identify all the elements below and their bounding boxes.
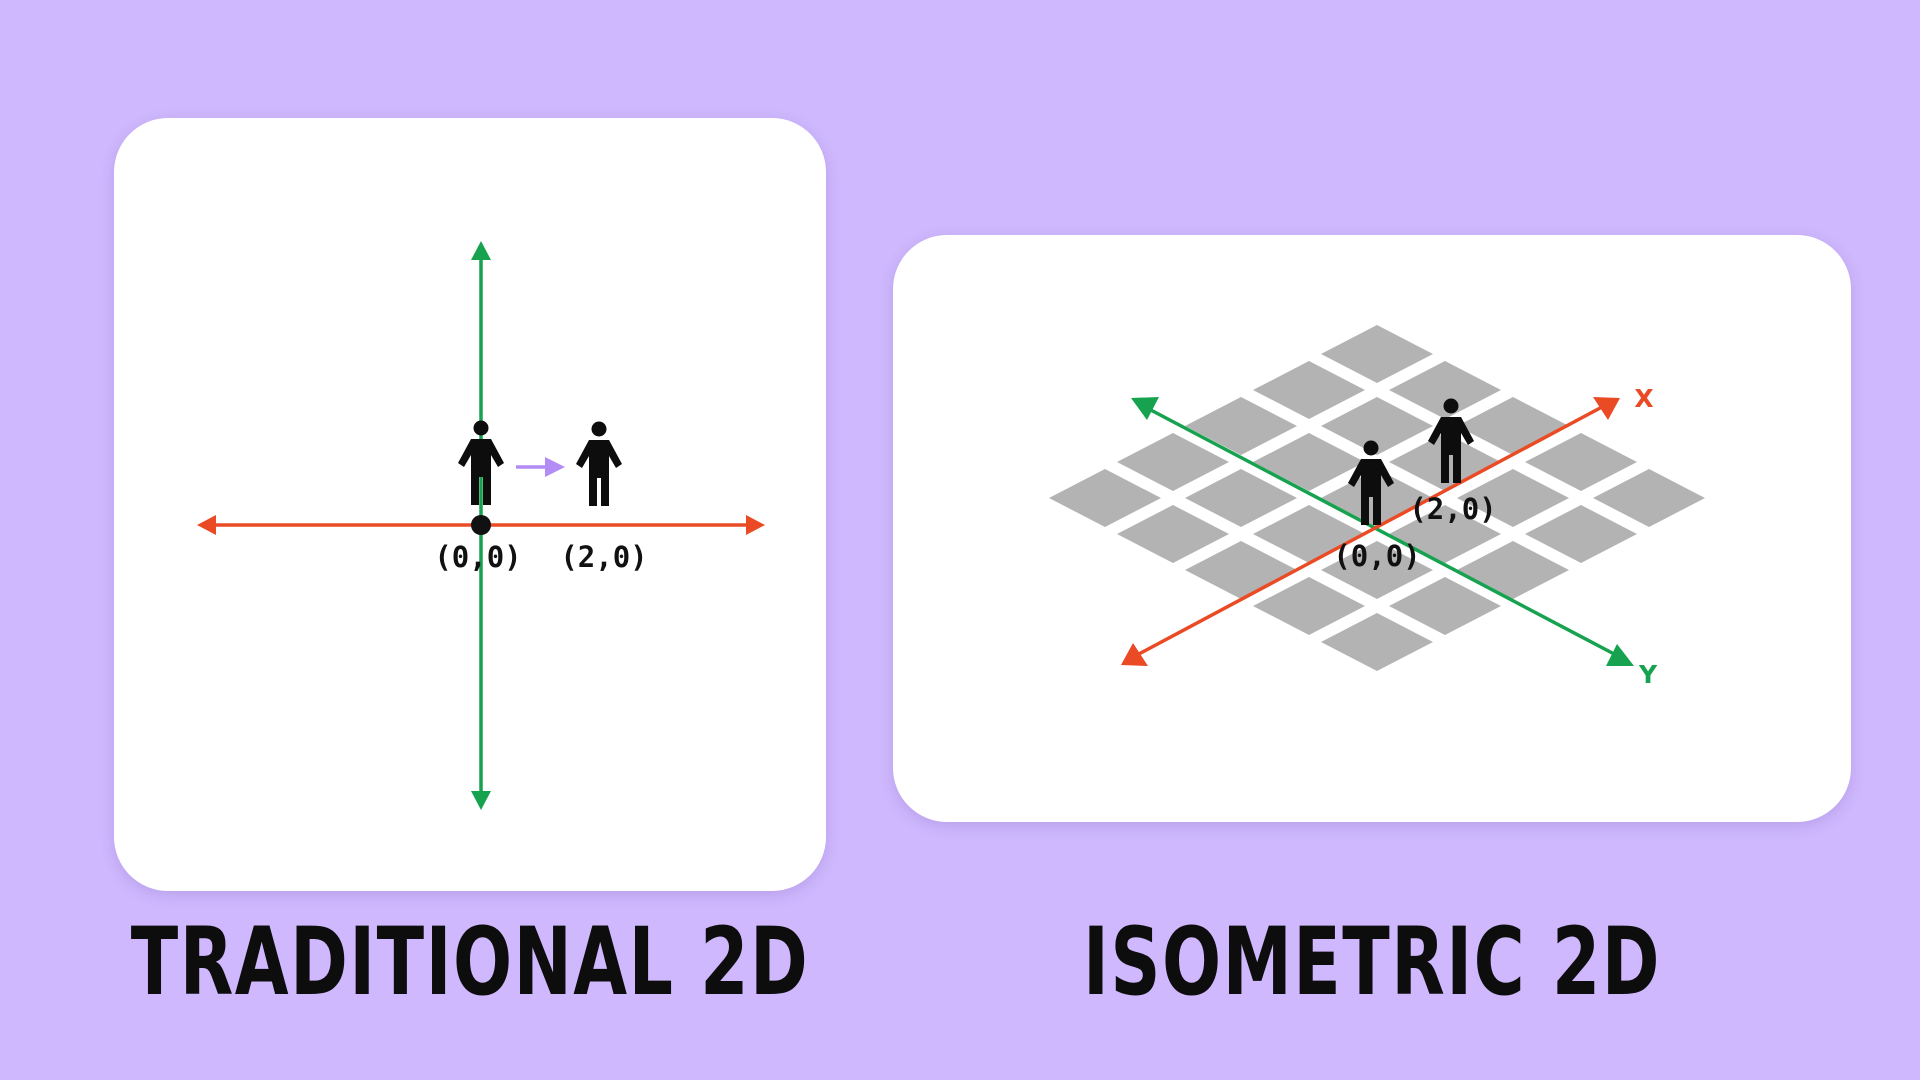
isometric-tile [1389, 577, 1501, 635]
isometric-tile [1321, 541, 1433, 599]
isometric-tile [1389, 361, 1501, 419]
x-axis-label: X [1634, 384, 1653, 413]
isometric-tile [1049, 469, 1161, 527]
isometric-tile [1525, 505, 1637, 563]
isometric-tile [1321, 613, 1433, 671]
isometric-x-axis [1121, 397, 1620, 666]
y-axis-label: Y [1638, 660, 1658, 689]
isometric-tile [1117, 505, 1229, 563]
isometric-tile [1321, 397, 1433, 455]
traditional-2d-panel [114, 118, 826, 891]
isometric-2d-title: ISOMETRIC 2D [1083, 908, 1661, 1017]
isometric-tile [1457, 397, 1569, 455]
isometric-tile [1253, 361, 1365, 419]
move-arrow-icon [516, 457, 565, 477]
isometric-tile [1117, 433, 1229, 491]
isometric-tile [1253, 433, 1365, 491]
isometric-tile [1321, 325, 1433, 383]
isometric-tile [1593, 469, 1705, 527]
isometric-tile [1457, 469, 1569, 527]
target-coordinate-label: (2,0) [560, 540, 647, 574]
isometric-tile [1253, 577, 1365, 635]
isometric-y-axis [1131, 397, 1634, 666]
origin-point [471, 515, 491, 535]
origin-coordinate-label: (0,0) [1333, 539, 1420, 573]
isometric-tile [1185, 397, 1297, 455]
isometric-tile [1185, 469, 1297, 527]
isometric-tile [1525, 433, 1637, 491]
traditional-2d-title: TRADITIONAL 2D [130, 908, 810, 1017]
isometric-tile [1185, 541, 1297, 599]
target-coordinate-label: (2,0) [1409, 492, 1496, 526]
origin-coordinate-label: (0,0) [434, 540, 521, 574]
isometric-tile [1457, 541, 1569, 599]
